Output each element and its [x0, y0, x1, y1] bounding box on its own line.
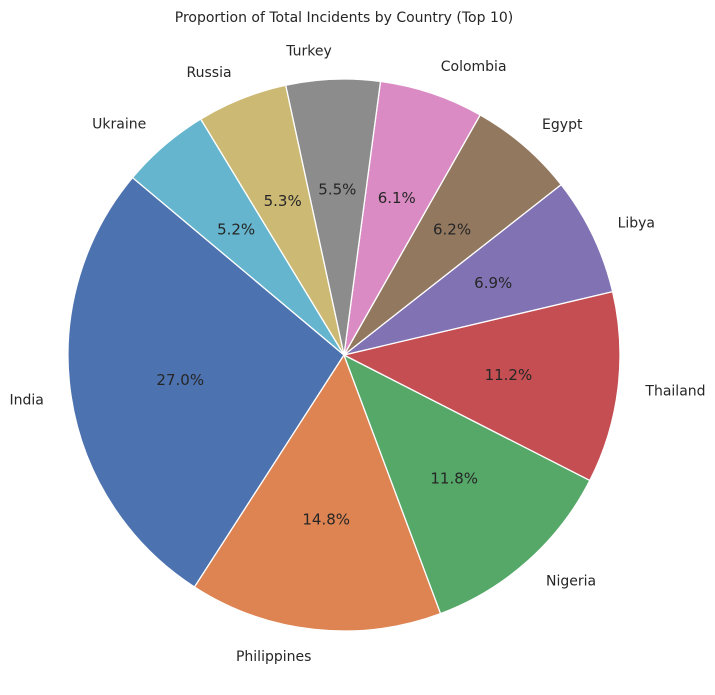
category-labels: India Philippines Nigeria Thailand Libya Egyp…	[9, 44, 705, 665]
percent-label-turkey: 5.5%	[318, 181, 356, 199]
percent-label-colombia: 6.1%	[378, 189, 416, 207]
category-label-turkey: Turkey	[285, 44, 332, 60]
pie-slice-ukraine	[131, 118, 345, 356]
category-label-russia: Russia	[187, 65, 232, 81]
percent-label-libya: 6.9%	[474, 274, 512, 292]
chart-title: Proportion of Total Incidents by Country…	[175, 10, 513, 26]
category-label-ukraine: Ukraine	[92, 117, 146, 133]
category-label-india: India	[9, 392, 43, 408]
pie-slice-philippines	[193, 354, 442, 632]
pie-slice-nigeria	[343, 354, 591, 615]
percent-label-thailand: 11.2%	[485, 366, 533, 384]
category-label-philippines: Philippines	[236, 649, 311, 665]
category-label-colombia: Colombia	[441, 59, 507, 75]
percent-labels: 27.0% 14.8% 11.8% 11.2% 6.9% 6.2% 6.1% 5.5% 5.3%…	[156, 181, 532, 529]
pie-slice-libya	[343, 183, 614, 356]
percent-label-russia: 5.3%	[264, 192, 302, 210]
percent-label-nigeria: 11.8%	[430, 470, 478, 488]
pie-slices	[67, 78, 621, 632]
percent-label-philippines: 14.8%	[302, 511, 350, 529]
category-label-thailand: Thailand	[644, 383, 705, 399]
percent-label-india: 27.0%	[156, 371, 204, 389]
percent-label-ukraine: 5.2%	[217, 220, 255, 238]
category-label-libya: Libya	[618, 215, 655, 231]
category-label-nigeria: Nigeria	[546, 574, 596, 590]
category-label-egypt: Egypt	[542, 117, 583, 133]
percent-label-egypt: 6.2%	[433, 220, 471, 238]
pie-slice-india	[67, 176, 345, 588]
